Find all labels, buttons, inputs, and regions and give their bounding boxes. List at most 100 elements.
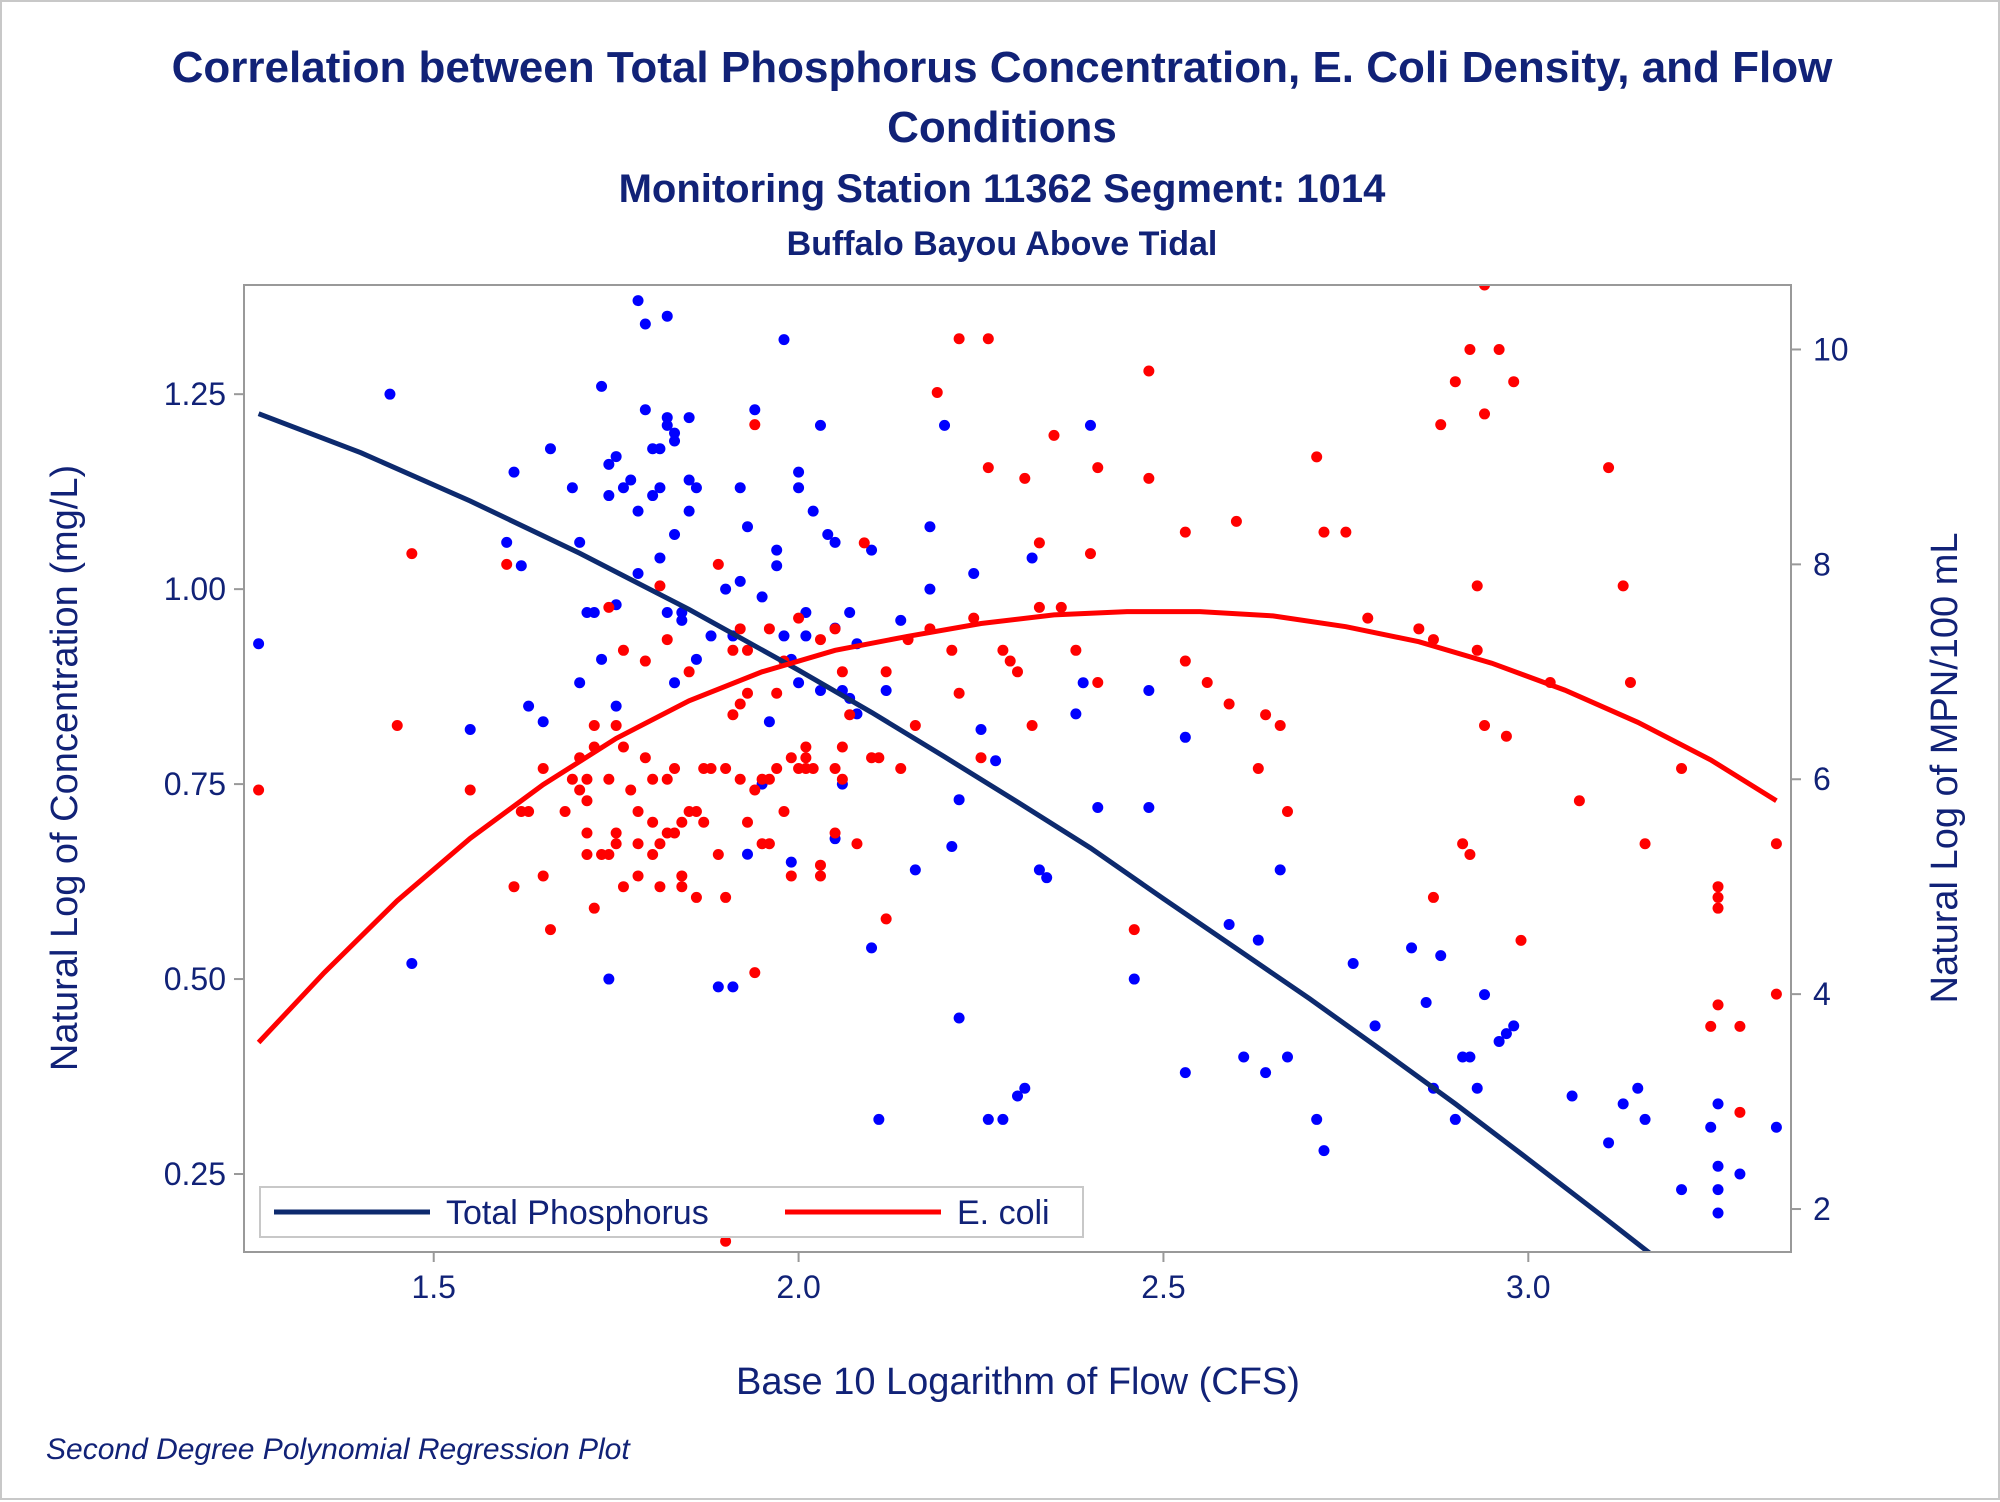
tp-data-point xyxy=(669,529,681,541)
tp-data-point xyxy=(1712,1207,1724,1219)
tp-data-point xyxy=(880,685,892,697)
tp-regression-line xyxy=(257,411,1653,1252)
tp-data-point xyxy=(829,536,841,548)
ecoli-data-point xyxy=(1500,730,1512,742)
tp-data-point xyxy=(1012,1090,1023,1102)
ecoli-data-point xyxy=(603,848,615,860)
tp-data-point xyxy=(1639,1113,1651,1125)
legend: Total Phosphorus E. coli xyxy=(259,1186,1084,1238)
ecoli-data-point xyxy=(1281,805,1293,817)
ecoli-data-point xyxy=(1201,677,1213,689)
ecoli-data-point xyxy=(1617,580,1629,592)
ecoli-data-point xyxy=(814,859,826,871)
ecoli-data-point xyxy=(559,805,571,817)
tp-data-point xyxy=(734,482,746,494)
ecoli-data-point xyxy=(1019,472,1031,484)
tp-data-point xyxy=(508,466,520,478)
tp-data-point xyxy=(1260,1067,1272,1079)
y-left-tick-label: 0.25 xyxy=(164,1156,226,1192)
ecoli-regression-line xyxy=(256,609,1778,1045)
ecoli-data-point xyxy=(720,1235,732,1247)
ecoli-data-point xyxy=(1223,698,1235,710)
tp-data-point xyxy=(807,505,819,517)
tp-data-point xyxy=(939,419,951,431)
ecoli-data-point xyxy=(574,784,586,796)
ecoli-data-point xyxy=(1471,644,1483,656)
y-left-tick-label: 1.00 xyxy=(164,571,226,607)
ecoli-data-point xyxy=(785,752,797,764)
ecoli-data-point xyxy=(654,580,666,592)
ecoli-data-point xyxy=(763,623,775,635)
y-axis-right-label: Natural Log of MPN/100 mL xyxy=(1924,532,1966,1003)
ecoli-data-point xyxy=(661,634,673,646)
tp-data-point xyxy=(683,505,695,517)
y-right-tick-label: 2 xyxy=(1813,1191,1831,1227)
ecoli-data-point xyxy=(814,634,826,646)
tp-data-point xyxy=(647,490,659,502)
tp-data-point xyxy=(1026,552,1038,564)
ecoli-data-point xyxy=(464,784,476,796)
ecoli-data-point xyxy=(1573,795,1585,807)
tp-data-point xyxy=(654,552,666,564)
tp-data-point xyxy=(1128,973,1140,985)
ecoli-data-point xyxy=(698,816,710,828)
tp-data-point xyxy=(661,412,673,424)
ecoli-data-point xyxy=(610,827,622,839)
y-left-tick-label: 0.50 xyxy=(164,961,226,997)
ecoli-data-point xyxy=(647,816,659,828)
ecoli-data-point xyxy=(617,644,629,656)
ecoli-data-point xyxy=(1471,580,1483,592)
tp-data-point xyxy=(610,451,622,463)
tp-data-point xyxy=(1252,934,1264,946)
tp-data-point xyxy=(253,638,265,650)
ecoli-data-point xyxy=(968,612,980,624)
tp-data-point xyxy=(690,482,702,494)
ecoli-data-point xyxy=(1770,988,1782,1000)
ecoli-data-point xyxy=(1012,666,1023,678)
tp-data-point xyxy=(669,427,681,439)
tp-data-point xyxy=(566,482,578,494)
ecoli-data-point xyxy=(720,763,732,774)
tp-data-point xyxy=(603,490,615,502)
tp-data-point xyxy=(523,700,535,712)
tp-data-point xyxy=(800,630,812,642)
ecoli-data-point xyxy=(975,752,987,764)
tp-data-point xyxy=(1223,918,1235,930)
ecoli-data-point xyxy=(880,666,892,678)
tp-data-point xyxy=(683,412,695,424)
tp-data-point xyxy=(588,607,600,619)
chart-subtitle: Monitoring Station 11362 Segment: 1014 xyxy=(619,167,1387,211)
ecoli-data-point xyxy=(603,601,615,613)
tp-data-point xyxy=(1143,801,1155,813)
ecoli-data-point xyxy=(676,816,688,828)
tp-data-point xyxy=(596,653,608,665)
tp-data-point xyxy=(785,856,797,868)
ecoli-data-point xyxy=(705,763,717,774)
tp-data-point xyxy=(669,435,681,447)
tp-data-point xyxy=(1092,801,1104,813)
ecoli-data-point xyxy=(1004,655,1016,667)
ecoli-data-point xyxy=(763,838,775,850)
tp-data-point xyxy=(574,536,586,548)
ecoli-data-point xyxy=(785,870,797,882)
tp-data-point xyxy=(1084,419,1096,431)
ecoli-data-point xyxy=(1712,999,1724,1011)
tp-data-point xyxy=(1179,731,1191,743)
tp-data-point xyxy=(712,981,724,993)
ecoli-data-point xyxy=(836,666,848,678)
tp-data-point xyxy=(464,724,476,736)
tp-data-point xyxy=(1143,685,1155,697)
ecoli-data-point xyxy=(720,891,732,903)
ecoli-data-point xyxy=(742,687,754,699)
ecoli-data-point xyxy=(1230,515,1242,527)
ecoli-data-point xyxy=(647,773,659,785)
ecoli-data-point xyxy=(749,419,761,431)
ecoli-data-point xyxy=(727,644,739,656)
ecoli-data-point xyxy=(836,741,848,753)
ecoli-data-point xyxy=(873,752,885,764)
tp-data-point xyxy=(895,614,907,626)
tp-data-point xyxy=(654,443,666,455)
ecoli-data-point xyxy=(1493,343,1505,355)
ecoli-data-point xyxy=(1055,601,1067,613)
